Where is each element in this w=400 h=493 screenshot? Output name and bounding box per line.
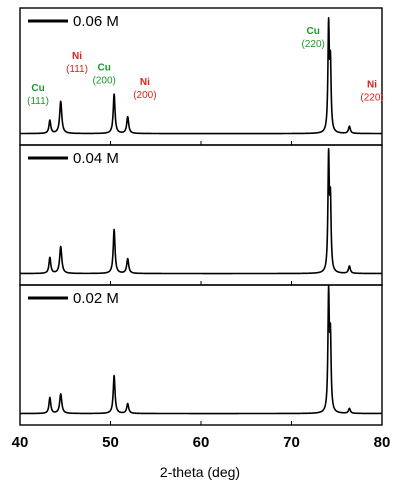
peak-annotation-element: Cu xyxy=(97,63,110,74)
peak-annotation-index: (200) xyxy=(133,90,156,101)
legend-label: 0.02 M xyxy=(73,290,119,307)
peak-annotation-index: (220) xyxy=(302,39,325,50)
peak-annotation-element: Cu xyxy=(307,26,320,37)
x-tick-label: 60 xyxy=(193,434,210,451)
peak-annotation-element: Ni xyxy=(367,79,377,90)
x-axis-label: 2-theta (deg) xyxy=(160,464,240,480)
peak-annotation-index: (200) xyxy=(92,76,115,87)
panel-2: 0.04 M xyxy=(19,144,383,286)
x-tick-label: 70 xyxy=(283,434,300,451)
peak-annotation-element: Ni xyxy=(140,77,150,88)
xrd-trace-3 xyxy=(19,284,383,415)
chart-panels: 0.06 M Cu (111) Ni (111) Cu (200) Ni (200) Cu (220… xyxy=(19,7,384,426)
x-tick-label: 40 xyxy=(12,434,29,451)
panel-3: 0.02 M xyxy=(19,284,383,426)
x-tick-label: 80 xyxy=(374,434,391,451)
panel-1: 0.06 M Cu (111) Ni (111) Cu (200) Ni (200) Cu (220… xyxy=(19,7,384,146)
peak-annotation-element: Cu xyxy=(31,83,44,94)
legend-label: 0.04 M xyxy=(73,150,119,167)
xrd-trace-1 xyxy=(19,17,383,135)
legend-label: 0.06 M xyxy=(73,13,119,30)
peak-annotation-index: (111) xyxy=(27,96,49,107)
peak-annotation-element: Ni xyxy=(72,51,82,62)
x-axis-ticks: 40 50 60 70 80 xyxy=(12,434,391,451)
x-tick-label: 50 xyxy=(102,434,119,451)
peak-annotation-index: (220) xyxy=(360,92,383,103)
xrd-trace-2 xyxy=(19,147,383,275)
peak-annotation-index: (111) xyxy=(66,64,88,75)
